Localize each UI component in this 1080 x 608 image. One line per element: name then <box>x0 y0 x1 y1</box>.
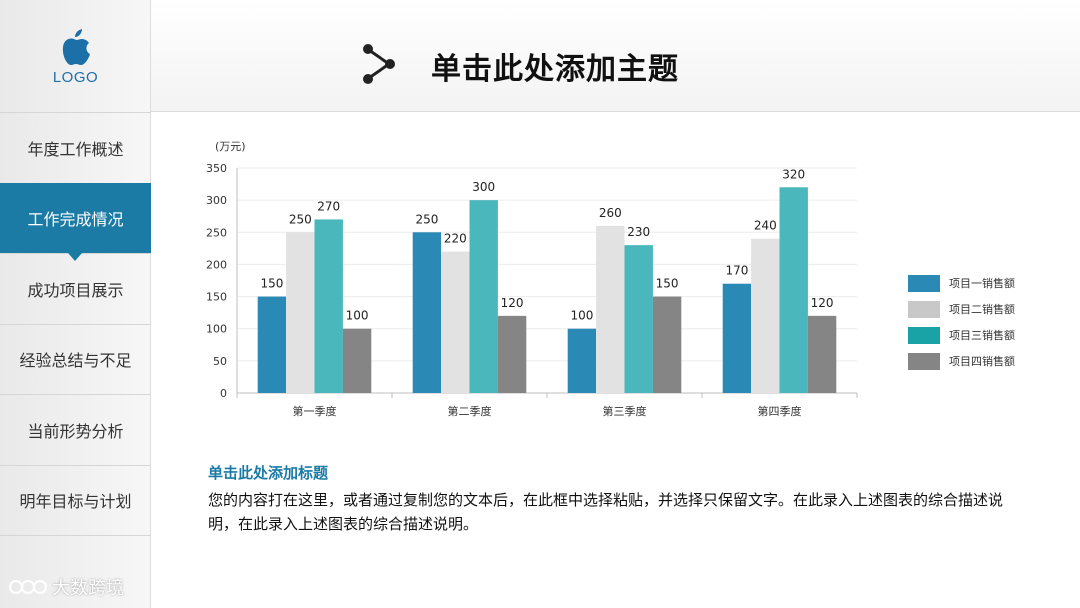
bar <box>314 219 343 393</box>
legend-label: 项目四销售额 <box>949 355 1015 368</box>
bar-value-label: 240 <box>754 219 777 233</box>
page-title: 单击此处添加主题 <box>431 52 679 87</box>
sidebar-item-label: 成功项目展示 <box>27 280 124 300</box>
bar <box>751 238 780 393</box>
legend-swatch <box>908 274 940 292</box>
x-tick-label: 第二季度 <box>448 404 492 418</box>
x-tick-label: 第一季度 <box>293 404 337 418</box>
sidebar-item-annual-overview[interactable]: 年度工作概述 <box>0 112 151 183</box>
bar-value-label: 270 <box>317 199 340 213</box>
y-tick-label: 0 <box>220 387 227 400</box>
legend-item: 项目三销售额 <box>908 322 1015 348</box>
bar-value-label: 250 <box>289 212 312 226</box>
sidebar-item-work-completion[interactable]: 工作完成情况 <box>0 182 151 261</box>
y-tick-label: 100 <box>206 323 227 336</box>
sidebar-item-successful-projects[interactable]: 成功项目展示 <box>0 253 151 324</box>
bar-value-label: 300 <box>472 180 495 194</box>
logo-text: LOGO <box>52 68 99 86</box>
bar <box>807 315 837 393</box>
x-axis-ticks: 第一季度 第二季度 第三季度 第四季度 <box>236 393 858 418</box>
sidebar-item-experience-summary[interactable]: 经验总结与不足 <box>0 323 151 395</box>
legend-label: 项目二销售额 <box>949 303 1015 316</box>
bar <box>779 187 808 393</box>
y-tick-label: 50 <box>213 355 227 368</box>
bar-value-label: 120 <box>501 296 524 310</box>
bar <box>469 200 498 393</box>
section-subtitle: 单击此处添加标题 <box>208 464 329 482</box>
legend-swatch <box>908 300 940 318</box>
bar-value-label: 120 <box>811 296 834 310</box>
bar <box>652 296 682 393</box>
sidebar-item-label: 年度工作概述 <box>27 139 124 159</box>
bar-value-label: 320 <box>782 167 805 181</box>
bar-value-label: 170 <box>725 264 748 278</box>
sidebar-divider <box>0 535 151 536</box>
bar-value-label: 100 <box>346 309 369 323</box>
bar <box>497 315 527 393</box>
legend-label: 项目一销售额 <box>949 277 1015 290</box>
y-tick-label: 200 <box>206 258 227 271</box>
bar <box>567 328 597 393</box>
bar-value-label: 260 <box>599 206 622 220</box>
y-axis-ticks: 0 50 100 150 200 250 300 350 <box>206 162 227 400</box>
bar-value-label: 100 <box>570 309 593 323</box>
apple-logo-icon <box>62 28 90 65</box>
x-tick-label: 第四季度 <box>758 404 802 418</box>
header: 单击此处添加主题 <box>151 0 1080 112</box>
sidebar-item-next-year-plan[interactable]: 明年目标与计划 <box>0 464 151 536</box>
legend-item: 项目二销售额 <box>908 296 1015 322</box>
section-description: 您的内容打在这里，或者通过复制您的文本后，在此框中选择粘贴，并选择只保留文字。在… <box>208 491 1004 533</box>
bar <box>342 328 372 393</box>
y-tick-label: 300 <box>206 194 227 207</box>
legend-swatch <box>908 352 940 370</box>
chart-legend: 项目一销售额 项目二销售额 项目三销售额 项目四销售额 <box>908 270 1015 374</box>
sidebar: LOGO 年度工作概述 工作完成情况 成功项目展示 经验总结与不足 当前形势分析… <box>0 0 151 608</box>
bar <box>722 283 752 393</box>
bar <box>441 251 470 393</box>
bar-value-label: 220 <box>444 232 467 246</box>
bar-chart: 0 50 100 150 200 250 300 350 150 250 270 100 250 220… <box>206 140 858 418</box>
y-tick-label: 250 <box>206 226 227 239</box>
bar-value-label: 150 <box>656 277 679 291</box>
sidebar-item-label: 明年目标与计划 <box>19 492 132 512</box>
bar <box>596 225 625 393</box>
bar <box>286 232 315 393</box>
watermark-logo-icon <box>9 580 47 594</box>
sidebar-item-label: 经验总结与不足 <box>19 351 132 371</box>
bar <box>412 232 442 393</box>
y-axis-label: (万元) <box>215 140 246 153</box>
sidebar-item-label: 工作完成情况 <box>27 210 124 230</box>
logo: LOGO <box>0 0 151 112</box>
data-labels: 150 250 270 100 250 220 300 120 100 260 230 150 170 2… <box>260 167 833 322</box>
chart-bars <box>257 187 837 393</box>
watermark: 大数跨境 <box>8 574 124 600</box>
bar <box>257 296 287 393</box>
legend-item: 项目一销售额 <box>908 270 1015 296</box>
legend-label: 项目三销售额 <box>949 329 1015 342</box>
legend-item: 项目四销售额 <box>908 348 1015 374</box>
y-tick-label: 150 <box>206 291 227 304</box>
sidebar-item-label: 当前形势分析 <box>27 421 124 441</box>
bar <box>624 245 653 393</box>
watermark-text: 大数跨境 <box>52 578 124 599</box>
x-tick-label: 第三季度 <box>603 404 647 418</box>
sidebar-item-situation-analysis[interactable]: 当前形势分析 <box>0 394 151 465</box>
sidebar-nav: 年度工作概述 工作完成情况 成功项目展示 经验总结与不足 当前形势分析 明年目标… <box>0 112 151 536</box>
bar-value-label: 250 <box>415 212 438 226</box>
share-icon <box>363 44 395 84</box>
bar-value-label: 230 <box>627 225 650 239</box>
bar-value-label: 150 <box>260 277 283 291</box>
legend-swatch <box>908 326 940 344</box>
y-tick-label: 350 <box>206 162 227 175</box>
